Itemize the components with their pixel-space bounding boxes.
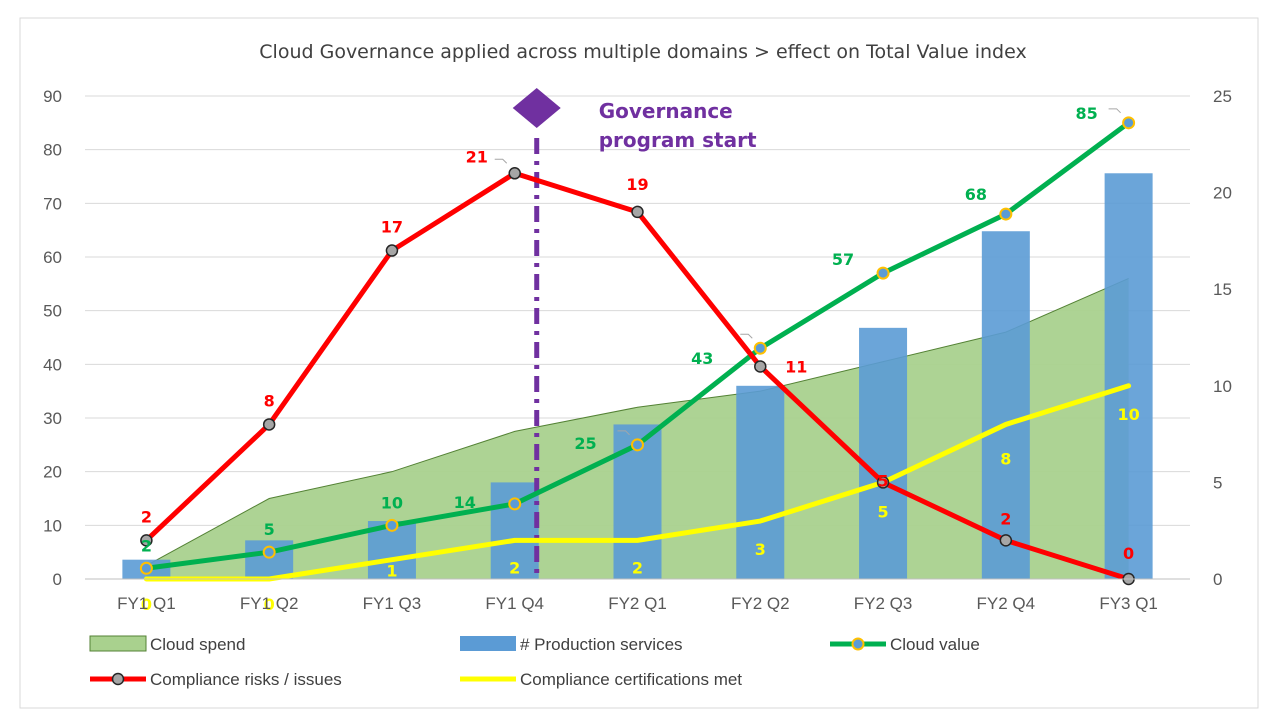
legend-label-compliance-certifications-met: Compliance certifications met <box>520 670 742 689</box>
label-compliance-certifications: 2 <box>509 558 520 577</box>
label-cloud-value: 43 <box>691 349 713 368</box>
label-compliance-certifications: 10 <box>1117 405 1139 424</box>
legend: Cloud spend # Production services Cloud va… <box>89 635 980 689</box>
label-compliance-certifications: 0 <box>264 595 275 614</box>
label-cloud-value: 5 <box>264 520 275 539</box>
x-tick-label: FY2 Q3 <box>854 594 913 613</box>
marker-compliance-risks <box>508 167 521 180</box>
marker-cloud-value <box>631 438 644 452</box>
marker-cloud-value <box>385 518 399 532</box>
legend-swatch-cloud-spend <box>89 635 147 652</box>
bar-production-services <box>859 327 908 579</box>
x-tick-label: FY2 Q1 <box>608 594 667 613</box>
y-left-tick-label: 90 <box>43 87 62 106</box>
annotation-label-line2: program start <box>599 128 757 152</box>
label-cloud-value: 68 <box>965 185 987 204</box>
legend-label-compliance-risks-issues: Compliance risks / issues <box>150 670 342 689</box>
label-compliance-risks: 2 <box>1000 509 1011 528</box>
bar-production-services <box>981 231 1030 580</box>
y-right-tick-label: 20 <box>1213 184 1232 203</box>
marker-cloud-value <box>1122 116 1136 130</box>
label-compliance-risks: 11 <box>785 357 807 376</box>
legend-label-production-services: # Production services <box>520 635 683 654</box>
y-left-tick-label: 70 <box>43 194 62 213</box>
label-compliance-certifications: 1 <box>386 562 397 581</box>
marker-compliance-risks <box>262 418 276 431</box>
line-compliance-certifications-met <box>143 383 1132 582</box>
legend-label-cloud-spend: Cloud spend <box>150 635 245 654</box>
chart-title: Cloud Governance applied across multiple… <box>259 41 1026 63</box>
label-compliance-risks: 0 <box>1123 544 1134 563</box>
annotation-label-line1: Governance <box>599 99 733 123</box>
marker-compliance-risks <box>876 476 890 489</box>
y-left-tick-label: 60 <box>43 248 62 267</box>
y-left-tick-label: 20 <box>43 463 62 482</box>
y-left-tick-label: 80 <box>43 141 62 160</box>
marker-cloud-value <box>139 561 153 575</box>
label-compliance-certifications: 0 <box>141 595 152 614</box>
legend-marker-cloud-value <box>851 637 865 651</box>
label-cloud-value: 25 <box>574 434 596 453</box>
label-compliance-certifications: 8 <box>1000 449 1011 468</box>
bar-production-services <box>1104 173 1153 579</box>
leader-line <box>1108 108 1121 114</box>
label-compliance-certifications: 3 <box>755 540 766 559</box>
bar-production-services <box>736 385 785 579</box>
legend-label-cloud-value: Cloud value <box>890 635 980 654</box>
marker-cloud-value <box>508 497 522 511</box>
x-tick-label: FY2 Q2 <box>731 594 790 613</box>
y-left-tick-label: 50 <box>43 302 62 321</box>
label-cloud-value: 14 <box>454 493 476 512</box>
marker-compliance-risks <box>999 534 1013 547</box>
marker-compliance-risks <box>631 205 644 219</box>
marker-cloud-value <box>876 266 890 280</box>
marker-compliance-risks <box>385 244 399 257</box>
marker-compliance-risks <box>754 360 767 373</box>
x-tick-label: FY1 Q4 <box>485 594 544 613</box>
annotation-layer: Governance program start <box>512 88 757 579</box>
y-right-tick-label: 15 <box>1213 280 1232 299</box>
label-cloud-value: 2 <box>141 536 152 555</box>
x-tick-label: FY2 Q4 <box>977 594 1036 613</box>
y-right-tick-label: 25 <box>1213 87 1232 106</box>
label-compliance-risks: 17 <box>381 218 403 237</box>
legend-marker-compliance-risks-issues <box>111 672 125 686</box>
label-compliance-certifications: 2 <box>632 558 643 577</box>
legend-swatch-production-services <box>460 636 516 651</box>
x-tick-label: FY1 Q2 <box>240 594 299 613</box>
label-compliance-risks: 21 <box>466 147 488 166</box>
y-left-tick-label: 0 <box>53 570 62 589</box>
label-compliance-risks: 8 <box>264 391 275 410</box>
marker-compliance-risks <box>140 534 153 547</box>
x-tick-label: FY1 Q1 <box>117 594 176 613</box>
leader-line <box>740 333 753 339</box>
x-tick-label: FY3 Q1 <box>1099 594 1158 613</box>
label-cloud-value: 57 <box>832 250 854 269</box>
marker-cloud-value <box>753 341 767 355</box>
leader-line <box>494 158 508 164</box>
label-cloud-value: 10 <box>381 493 403 512</box>
label-cloud-value: 85 <box>1075 104 1097 123</box>
y-right-tick-label: 10 <box>1213 377 1232 396</box>
y-right-tick-label: 0 <box>1213 570 1222 589</box>
marker-cloud-value <box>999 207 1013 221</box>
label-compliance-certifications: 5 <box>877 502 888 521</box>
y-left-tick-label: 40 <box>43 355 62 374</box>
annotation-diamond <box>512 88 561 128</box>
y-right-tick-label: 5 <box>1213 473 1222 492</box>
x-tick-label: FY1 Q3 <box>363 594 422 613</box>
y-left-tick-label: 30 <box>43 409 62 428</box>
leader-line <box>617 430 630 436</box>
area-cloud-spend-edge <box>146 278 1129 567</box>
marker-cloud-value <box>262 545 276 559</box>
label-compliance-risks: 5 <box>877 471 888 490</box>
y-left-tick-label: 10 <box>43 516 62 535</box>
label-compliance-risks: 2 <box>141 507 152 526</box>
label-compliance-risks: 19 <box>626 175 648 194</box>
